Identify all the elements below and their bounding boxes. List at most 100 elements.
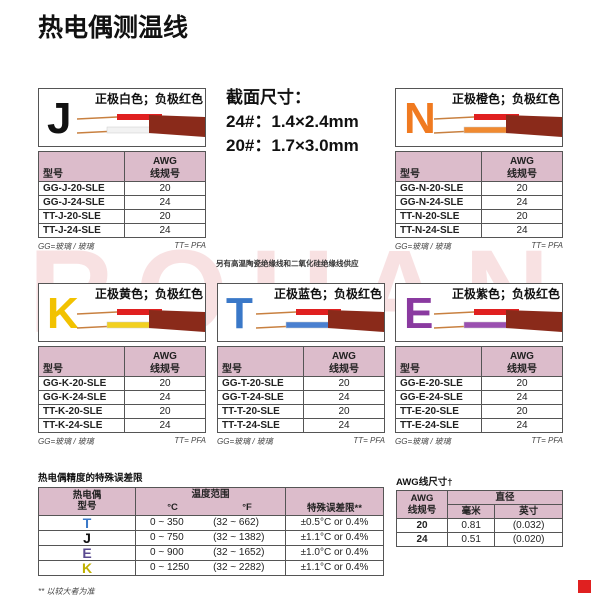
- wire-image: N 正极橙色；负极红色: [395, 88, 563, 147]
- table-row: TT-E-20-SLE 20: [395, 404, 563, 419]
- col-mm: 毫米: [446, 504, 496, 519]
- thermocouple-card-e: E 正极紫色；负极红色 型号 AWG 线规号 GG-E-20-SLE 20 GG-E-24…: [395, 283, 563, 447]
- col-awg-line2: 线规号: [407, 504, 437, 516]
- color-label: 正极紫色；负极红色: [451, 287, 560, 301]
- model-table: 型号 AWG 线规号 GG-K-20-SLE 20 GG-K-24-SLE 24 TT-K-2…: [38, 346, 206, 433]
- tolerance-footnote: ** 以较大者为准: [38, 586, 95, 596]
- awg-cell: 20: [124, 404, 206, 419]
- col-awg: AWG 线规号: [396, 490, 448, 519]
- footnote-gg: GG=玻璃 / 玻璃: [38, 437, 94, 446]
- awg-cell: 20: [124, 181, 206, 196]
- table-row: GG-J-24-SLE 24: [38, 195, 206, 210]
- footnote-tt: TT= PFA: [353, 436, 385, 445]
- type-cell: K: [38, 559, 136, 576]
- type-letter: N: [404, 94, 436, 143]
- footnote-gg: GG=玻璃 / 玻璃: [395, 242, 451, 251]
- col-fahrenheit: °F: [209, 501, 286, 516]
- col-model: 型号: [395, 346, 482, 377]
- negative-wire: [474, 114, 519, 120]
- model-cell: TT-K-24-SLE: [38, 418, 125, 433]
- model-cell: TT-J-20-SLE: [38, 209, 125, 224]
- card-footnote: GG=玻璃 / 玻璃 TT= PFA: [395, 436, 563, 447]
- col-type-line2: 型号: [77, 501, 97, 513]
- inch-cell: (0.032): [494, 518, 563, 533]
- model-cell: GG-N-24-SLE: [395, 195, 482, 210]
- negative-wire: [117, 114, 162, 120]
- color-label: 正极蓝色；负极红色: [273, 287, 382, 301]
- col-awg: AWG 线规号: [303, 346, 385, 377]
- wire-jacket: [149, 115, 205, 137]
- negative-wire: [474, 309, 519, 315]
- model-cell: TT-T-20-SLE: [217, 404, 304, 419]
- awg-cell: 24: [303, 418, 385, 433]
- card-footnote: GG=玻璃 / 玻璃 TT= PFA: [217, 436, 385, 447]
- mm-cell: 0.51: [446, 532, 496, 547]
- cross-section-info: 截面尺寸： 24#：1.4×2.4mm 20#：1.7×3.0mm: [226, 86, 359, 158]
- model-cell: TT-N-20-SLE: [395, 209, 482, 224]
- table-row: TT-E-24-SLE 24: [395, 418, 563, 433]
- awg-cell: 24: [481, 223, 563, 238]
- col-awg: AWG 线规号: [124, 151, 206, 182]
- awg-cell: 24: [481, 390, 563, 405]
- awg-cell: 24: [124, 223, 206, 238]
- awg-heading: AWG线尺寸†: [396, 477, 453, 488]
- col-range: 温度范围: [135, 487, 286, 501]
- col-awg-line1: AWG: [510, 156, 534, 167]
- table-row: GG-K-20-SLE 20: [38, 376, 206, 391]
- wire-illustration: [434, 114, 562, 137]
- awg-cell: 24: [396, 532, 448, 547]
- negative-wire: [117, 309, 162, 315]
- color-label: 正极白色；负极红色: [94, 92, 203, 106]
- model-cell: GG-T-24-SLE: [217, 390, 304, 405]
- wire-illustration: [77, 309, 205, 332]
- awg-table: AWG 线规号 直径 毫米 英寸 20 0.81 (0.032) 24 0.51 (0.02…: [396, 490, 563, 547]
- footnote-gg: GG=玻璃 / 玻璃: [217, 437, 273, 446]
- col-awg-line2: 线规号: [507, 364, 537, 375]
- thermocouple-card-t: T 正极蓝色；负极红色 型号 AWG 线规号 GG-T-20-SLE 20 GG-T-24…: [217, 283, 385, 447]
- wire-illustration: [256, 309, 384, 332]
- model-cell: TT-N-24-SLE: [395, 223, 482, 238]
- col-awg-line2: 线规号: [507, 169, 537, 180]
- col-tolerance: 特殊误差限**: [284, 487, 385, 516]
- wire-image: K 正极黄色；负极红色: [38, 283, 206, 342]
- awg-cell: 20: [481, 404, 563, 419]
- tolerance-cell: ±1.1°C or 0.4%: [284, 559, 385, 576]
- col-awg-line2: 线规号: [329, 364, 359, 375]
- awg-cell: 20: [396, 518, 448, 533]
- wire-illustration: [434, 309, 562, 332]
- page-title: 热电偶测温线: [38, 14, 189, 42]
- model-table: 型号 AWG 线规号 GG-E-20-SLE 20 GG-E-24-SLE 24 TT-E-2…: [395, 346, 563, 433]
- awg-cell: 24: [481, 418, 563, 433]
- wire-jacket: [506, 310, 562, 332]
- footnote-tt: TT= PFA: [174, 436, 206, 445]
- type-cell: E: [38, 544, 136, 561]
- supply-note: 另有高温陶瓷绝缘线和二氧化硅绝缘线供应: [216, 259, 359, 268]
- model-cell: TT-T-24-SLE: [217, 418, 304, 433]
- col-model: 型号: [38, 346, 125, 377]
- model-cell: GG-E-20-SLE: [395, 376, 482, 391]
- cross-section-heading: 截面尺寸：: [226, 88, 311, 107]
- awg-cell: 24: [481, 195, 563, 210]
- table-row: TT-N-20-SLE 20: [395, 209, 563, 224]
- tolerance-cell: ±0.5°C or 0.4%: [284, 514, 385, 531]
- wire-illustration: [77, 114, 205, 137]
- table-row: GG-E-20-SLE 20: [395, 376, 563, 391]
- awg-section: AWG线尺寸† AWG 线规号 直径 毫米 英寸 20 0.81 (0.032) 24 0…: [396, 474, 563, 547]
- col-diameter: 直径: [447, 490, 563, 505]
- mm-cell: 0.81: [446, 518, 496, 533]
- fahrenheit-cell: (32 ~ 662): [209, 514, 286, 531]
- model-cell: GG-K-24-SLE: [38, 390, 125, 405]
- fahrenheit-cell: (32 ~ 1382): [209, 529, 286, 546]
- color-label: 正极橙色；负极红色: [451, 92, 560, 106]
- tolerance-cell: ±1.0°C or 0.4%: [284, 544, 385, 561]
- table-row: GG-J-20-SLE 20: [38, 181, 206, 196]
- thermocouple-card-j: J 正极白色；负极红色 型号 AWG 线规号 GG-J-20-SLE 20 GG-J-24…: [38, 88, 206, 252]
- col-model: 型号: [395, 151, 482, 182]
- awg-cell: 20: [303, 376, 385, 391]
- model-table: 型号 AWG 线规号 GG-T-20-SLE 20 GG-T-24-SLE 24 TT-T-2…: [217, 346, 385, 433]
- footnote-gg: GG=玻璃 / 玻璃: [38, 242, 94, 251]
- awg-cell: 24: [303, 390, 385, 405]
